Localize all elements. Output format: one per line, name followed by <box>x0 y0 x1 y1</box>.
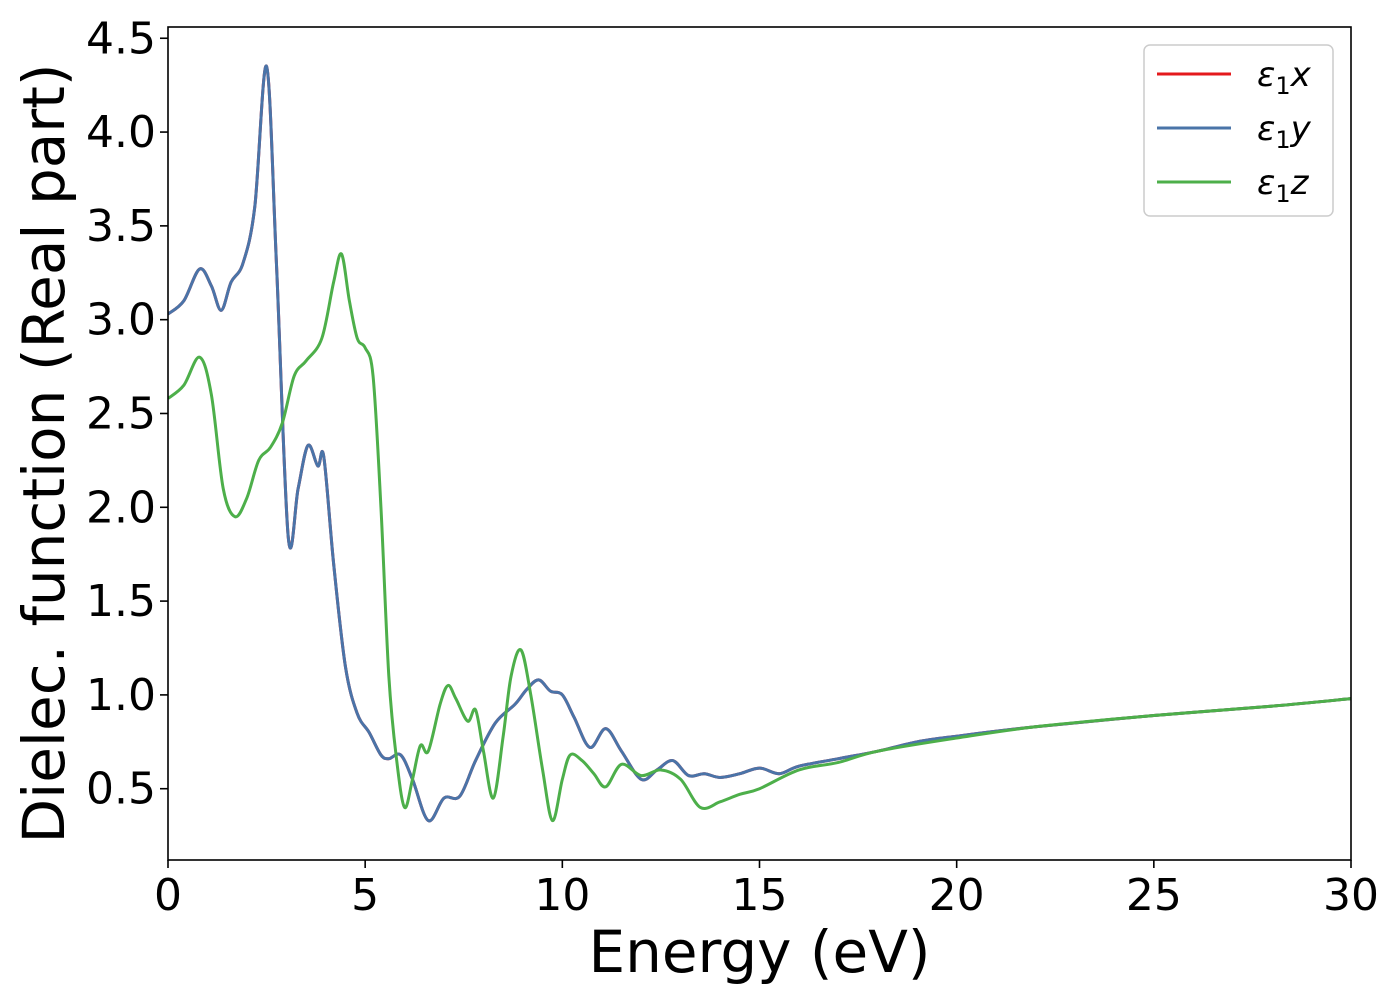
x-tick-label: 25 <box>1126 870 1182 921</box>
x-tick-label: 10 <box>534 870 590 921</box>
y-tick-label: 2.5 <box>86 388 156 439</box>
y-tick-label: 2.0 <box>86 482 156 533</box>
y-tick-label: 1.0 <box>86 670 156 721</box>
y-axis-title: Dielec. function (Real part) <box>10 63 78 843</box>
y-tick-label: 0.5 <box>86 764 156 815</box>
legend-label: ε1x <box>1257 55 1312 100</box>
x-tick-label: 5 <box>351 870 379 921</box>
series-line-y <box>168 64 1351 823</box>
x-tick-label: 20 <box>929 870 985 921</box>
legend: ε1x ε1y ε1z <box>1143 44 1334 217</box>
axes: 0 5 10 15 20 25 30 0.5 1.0 1.5 2.0 2.5 3.0 3.5 4.0 4.5 <box>86 13 1379 921</box>
y-tick-label: 4.5 <box>86 13 156 64</box>
y-tick-label: 1.5 <box>86 576 156 627</box>
x-axis-title: Energy (eV) <box>588 918 930 986</box>
x-tick-label: 0 <box>154 870 182 921</box>
y-tick-label: 4.0 <box>86 107 156 158</box>
plot-area <box>168 64 1351 823</box>
x-tick-label: 15 <box>732 870 788 921</box>
legend-box <box>1143 44 1334 217</box>
legend-label: ε1y <box>1257 109 1312 154</box>
y-tick-label: 3.0 <box>86 295 156 346</box>
x-tick-label: 30 <box>1323 870 1379 921</box>
legend-label: ε1z <box>1257 163 1310 208</box>
series-line-z <box>168 252 1351 823</box>
y-tick-label: 3.5 <box>86 201 156 252</box>
